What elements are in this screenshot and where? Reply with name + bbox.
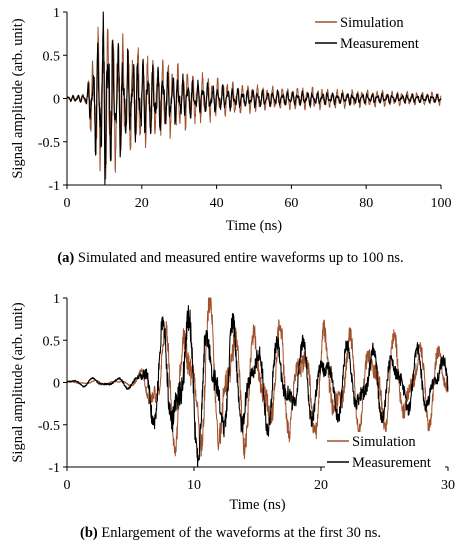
legend-label-measurement: Measurement — [352, 455, 431, 471]
legend-bg — [325, 432, 445, 451]
series-line-measurement — [66, 11, 442, 185]
legend-label-simulation: Simulation — [352, 434, 416, 450]
y-tick-label: 0 — [53, 377, 60, 392]
x-tick-label: 60 — [284, 196, 298, 211]
x-tick-label: 0 — [64, 478, 71, 493]
y-axis-label: Signal amplitude (arb. unit) — [10, 302, 26, 462]
x-axis-label: Time (ns) — [226, 218, 282, 234]
y-tick-label: 0 — [53, 93, 60, 108]
x-tick-label: 20 — [135, 196, 149, 211]
caption-b-label: (b) — [80, 525, 98, 541]
x-tick-label: 10 — [187, 478, 201, 493]
y-axis-label: Signal amplitude (arb. unit) — [10, 18, 26, 178]
y-tick-label: 0.5 — [43, 334, 61, 349]
y-tick-label: -1 — [48, 179, 60, 194]
legend-label-measurement: Measurement — [340, 36, 419, 52]
x-tick-label: 30 — [441, 478, 455, 493]
y-tick-label: 1 — [53, 6, 60, 21]
legend-label-simulation: Simulation — [340, 15, 404, 31]
caption-b-text: Enlargement of the waveforms at the firs… — [97, 525, 381, 541]
x-tick-label: 100 — [431, 196, 452, 211]
caption-a-label: (a) — [57, 250, 75, 266]
caption-a: (a) Simulated and measured entire wavefo… — [0, 250, 461, 267]
y-tick-label: -1 — [48, 461, 60, 476]
legend-bg — [313, 34, 433, 53]
legend: Simulation Measurement — [313, 13, 433, 53]
chart-panel-a: -1 -0.5 0 0.5 1 0 20 40 60 80 100 Time (ns) Signal a… — [10, 6, 452, 234]
y-tick-label: -0.5 — [38, 136, 60, 151]
x-tick-label: 40 — [210, 196, 224, 211]
y-tick-label: 0.5 — [43, 49, 61, 64]
caption-b: (b) Enlargement of the waveforms at the … — [0, 525, 461, 542]
x-axis-label: Time (ns) — [229, 497, 285, 513]
x-tick-label: 0 — [64, 196, 71, 211]
legend-bg — [325, 453, 445, 472]
x-tick-label: 20 — [314, 478, 328, 493]
caption-a-text: Simulated and measured entire waveforms … — [74, 250, 404, 266]
legend-bg — [313, 13, 433, 32]
legend: Simulation Measurement — [325, 432, 445, 472]
y-tick-label: 1 — [53, 292, 60, 307]
y-tick-label: -0.5 — [38, 419, 60, 434]
series-line-measurement — [66, 305, 449, 468]
x-tick-label: 80 — [359, 196, 373, 211]
